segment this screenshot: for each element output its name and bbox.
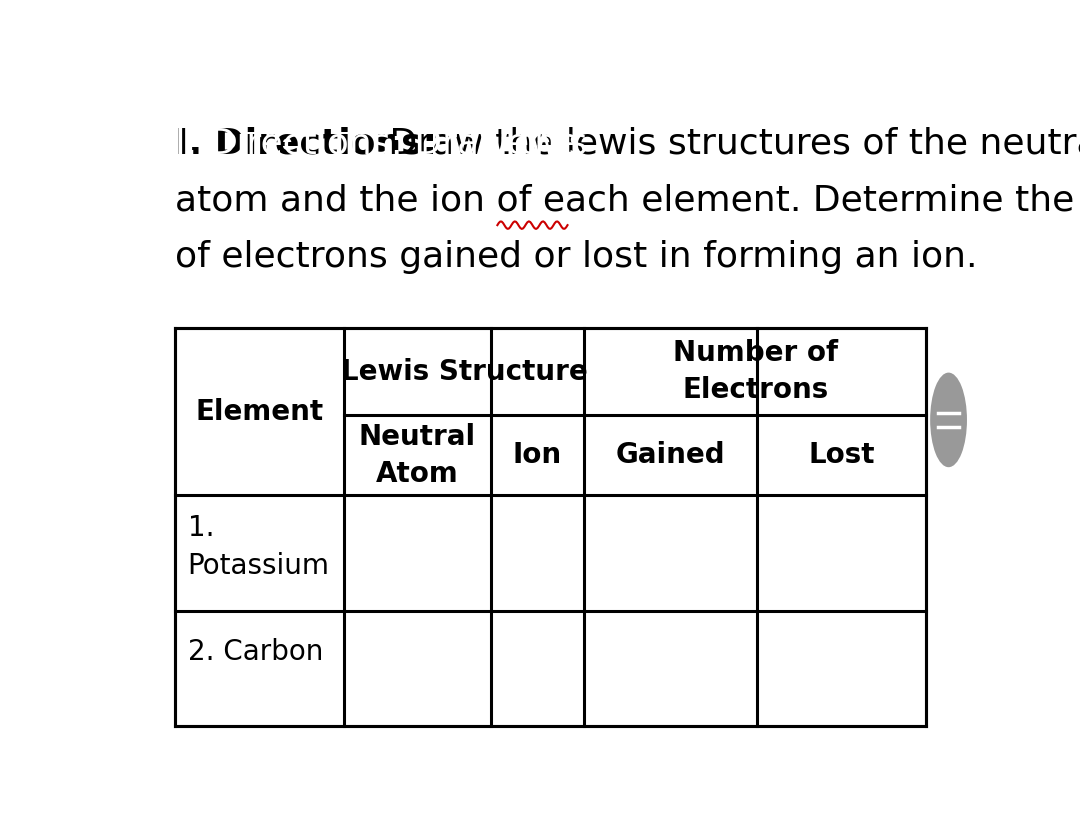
Text: Draw the lewis structures of the neutral: Draw the lewis structures of the neutral xyxy=(378,127,1080,161)
Text: Number of
Electrons: Number of Electrons xyxy=(673,339,838,405)
Text: Gained: Gained xyxy=(616,441,726,469)
Text: Lost: Lost xyxy=(808,441,875,469)
Text: lewis: lewis xyxy=(498,127,588,161)
Text: Neutral
Atom: Neutral Atom xyxy=(359,423,476,487)
Text: Potassium: Potassium xyxy=(188,551,329,580)
Ellipse shape xyxy=(930,373,967,467)
Text: of electrons gained or lost in forming an ion.: of electrons gained or lost in forming a… xyxy=(175,240,977,274)
Text: atom and the ion of each element. Determine the number: atom and the ion of each element. Determ… xyxy=(175,183,1080,217)
Text: I. Directions: Draw the: I. Directions: Draw the xyxy=(175,127,591,161)
Text: 1.: 1. xyxy=(188,514,214,541)
Text: 2. Carbon: 2. Carbon xyxy=(188,638,323,667)
Text: I. Directions:: I. Directions: xyxy=(175,127,437,161)
Text: Ion: Ion xyxy=(513,441,562,469)
Text: Element: Element xyxy=(195,398,324,426)
Bar xyxy=(175,328,926,726)
Text: Lewis Structure: Lewis Structure xyxy=(341,358,588,386)
